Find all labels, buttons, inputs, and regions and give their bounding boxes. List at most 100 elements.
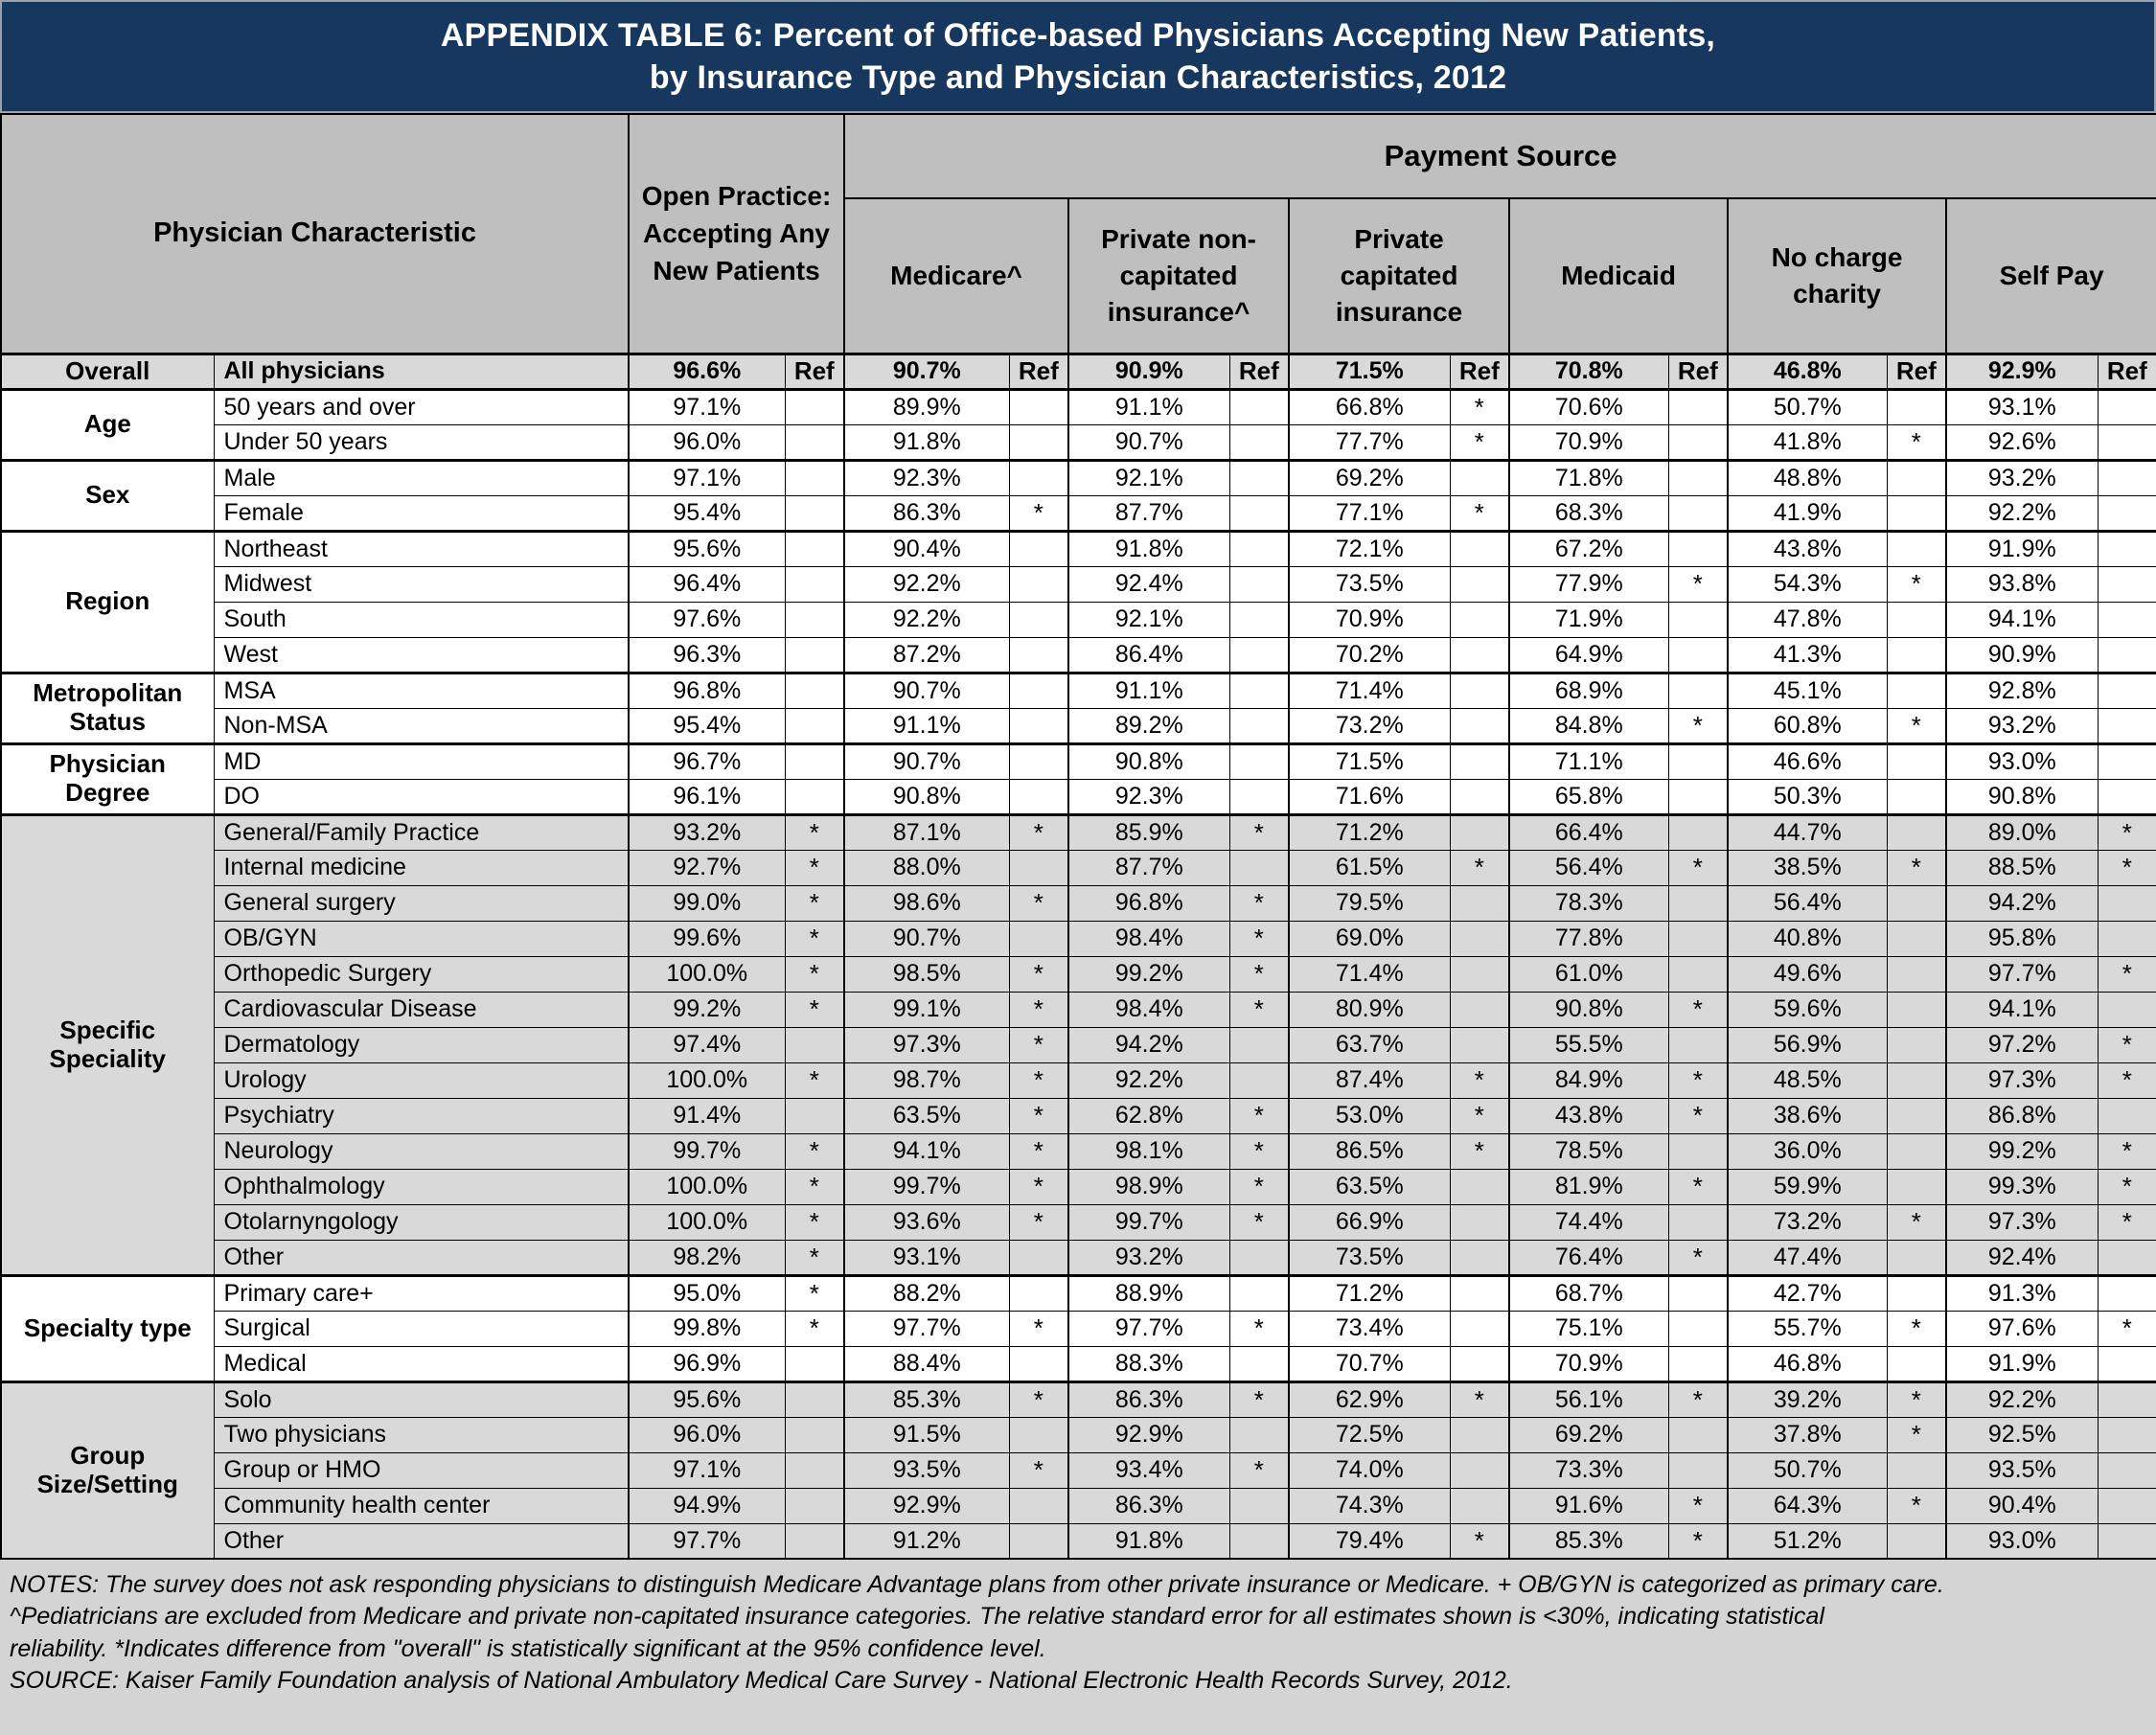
value-cell: 97.1%: [628, 387, 786, 425]
row-label: Solo: [213, 1380, 630, 1418]
value-cell: 40.8%: [1727, 920, 1888, 957]
table-row: Group or HMO 97.1% 93.5% * 93.4% * 74.0% 73.3% 5…: [1, 1451, 2156, 1489]
value-cell: 71.1%: [1508, 742, 1669, 780]
ref-cell: *: [1228, 1380, 1290, 1418]
value-cell: 97.1%: [628, 458, 786, 496]
value-cell: 98.2%: [628, 1239, 786, 1276]
ref-cell: [1449, 1239, 1510, 1276]
value-cell: 98.4%: [1067, 920, 1230, 957]
table-row: Urology 100.0% * 98.7% * 92.2% 87.4% * 84.9% * 48.…: [1, 1062, 2156, 1099]
ref-cell: [2097, 423, 2156, 461]
value-cell: 91.9%: [1945, 1345, 2099, 1382]
group-label: Specific Speciality: [0, 812, 215, 1276]
ref-cell: [784, 778, 845, 815]
ref-cell: [1008, 778, 1069, 815]
value-cell: 99.1%: [843, 991, 1010, 1028]
ref-cell: [1886, 671, 1947, 709]
value-cell: 92.9%: [843, 1487, 1010, 1524]
ref-cell: *: [1449, 1132, 1510, 1170]
value-cell: 66.8%: [1288, 387, 1451, 425]
row-label: Cardiovascular Disease: [213, 991, 630, 1028]
ref-cell: *: [784, 1310, 845, 1347]
value-cell: 97.3%: [1945, 1062, 2099, 1099]
ref-cell: *: [1667, 991, 1729, 1028]
ref-cell: *: [1228, 1168, 1290, 1205]
value-cell: 100.0%: [628, 1203, 786, 1241]
ref-cell: [1886, 812, 1947, 851]
value-cell: 91.8%: [843, 423, 1010, 461]
ref-cell: Ref: [1008, 352, 1069, 390]
ref-cell: *: [1008, 1310, 1069, 1347]
ref-cell: [1886, 742, 1947, 780]
table-row: Specialty type Primary care+ 95.0% * 88.2% 88…: [0, 1273, 2156, 1382]
ref-cell: [1886, 387, 1947, 425]
value-cell: 87.2%: [843, 636, 1010, 673]
value-cell: 99.7%: [843, 1168, 1010, 1205]
ref-cell: [1449, 671, 1510, 709]
ref-cell: [2097, 1239, 2156, 1276]
value-cell: 88.9%: [1067, 1273, 1230, 1312]
ref-cell: [784, 565, 845, 603]
value-cell: 92.4%: [1067, 565, 1230, 603]
ref-cell: [1008, 1273, 1069, 1312]
ref-cell: [784, 529, 845, 567]
value-cell: 70.2%: [1288, 636, 1451, 673]
ref-cell: *: [1449, 494, 1510, 532]
value-cell: 74.4%: [1508, 1203, 1669, 1241]
ref-cell: [1449, 565, 1510, 603]
value-cell: 98.5%: [843, 955, 1010, 993]
ref-cell: [1667, 1310, 1729, 1347]
value-cell: 92.2%: [1945, 494, 2099, 532]
ref-cell: [2097, 1451, 2156, 1489]
value-cell: 99.7%: [628, 1132, 786, 1170]
ref-cell: [1008, 636, 1069, 673]
value-cell: 93.2%: [1945, 458, 2099, 496]
ref-cell: [1886, 601, 1947, 638]
ref-cell: [1228, 636, 1290, 673]
table-row: General surgery 99.0% * 98.6% * 96.8% * 79.5% 78…: [1, 884, 2156, 922]
value-cell: 100.0%: [628, 1168, 786, 1205]
value-cell: 95.0%: [628, 1273, 786, 1312]
ref-cell: [1886, 1345, 1947, 1382]
ref-cell: [1667, 955, 1729, 993]
ref-cell: [1886, 1168, 1947, 1205]
ref-cell: *: [2097, 849, 2156, 886]
row-label: Primary care+: [213, 1273, 630, 1312]
value-cell: 49.6%: [1727, 955, 1888, 993]
value-cell: 65.8%: [1508, 778, 1669, 815]
ref-cell: [784, 671, 845, 709]
ref-cell: *: [784, 1132, 845, 1170]
ref-cell: [2097, 742, 2156, 780]
value-cell: 96.8%: [1067, 884, 1230, 922]
value-cell: 90.7%: [843, 920, 1010, 957]
value-cell: 93.4%: [1067, 1451, 1230, 1489]
value-cell: 78.5%: [1508, 1132, 1669, 1170]
ref-cell: *: [1228, 1203, 1290, 1241]
row-label: 50 years and over: [213, 387, 630, 425]
ref-cell: [2097, 565, 2156, 603]
ref-cell: *: [1008, 1203, 1069, 1241]
table-row: Other 98.2% * 93.1% 93.2% 73.5% 76.4% * 47.4% 92.…: [1, 1239, 2156, 1276]
value-cell: 92.4%: [1945, 1239, 2099, 1276]
value-cell: 95.8%: [1945, 920, 2099, 957]
ref-cell: [1228, 458, 1290, 496]
ref-cell: [1008, 601, 1069, 638]
value-cell: 91.2%: [843, 1522, 1010, 1560]
ref-cell: *: [784, 920, 845, 957]
value-cell: 86.3%: [1067, 1487, 1230, 1524]
ref-cell: [1886, 1522, 1947, 1560]
ref-cell: *: [1228, 1451, 1290, 1489]
value-cell: 99.2%: [628, 991, 786, 1028]
table-row: West 96.3% 87.2% 86.4% 70.2% 64.9% 41.3% 90.9%: [1, 636, 2156, 673]
ref-cell: [1228, 1416, 1290, 1453]
row-label: Otolarnyngology: [213, 1203, 630, 1241]
value-cell: 93.6%: [843, 1203, 1010, 1241]
value-cell: 39.2%: [1727, 1380, 1888, 1418]
ref-cell: [1667, 494, 1729, 532]
ref-cell: [784, 601, 845, 638]
row-label: Surgical: [213, 1310, 630, 1347]
row-label: Male: [213, 458, 630, 496]
ref-cell: *: [2097, 1132, 2156, 1170]
header-row-columns: Medicare^ Private non-capitated insuranc…: [1, 197, 2156, 354]
ref-cell: [1008, 1416, 1069, 1453]
